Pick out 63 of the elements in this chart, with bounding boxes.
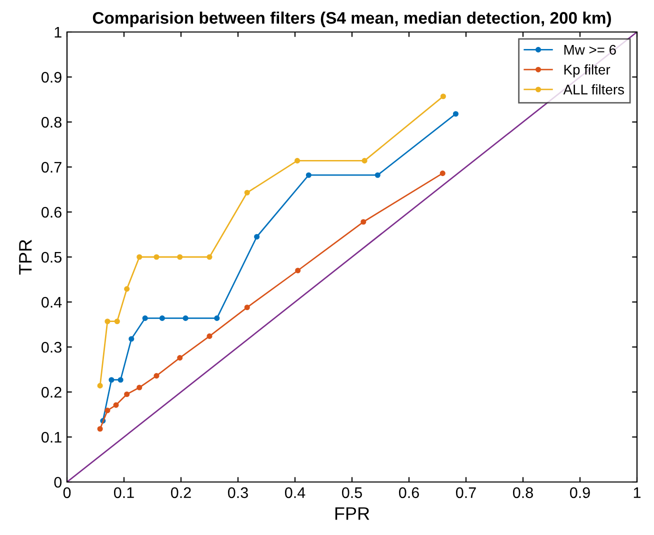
x-tick-label: 0.9 [570,487,590,498]
point [244,304,250,310]
legend-label: Mw >= 6 [564,44,616,55]
point [136,254,142,260]
point [108,377,114,383]
y-tick-label: 0.1 [42,432,62,443]
point [154,254,160,260]
x-axis-title: FPR [335,507,370,520]
y-tick-label: 1 [54,27,62,38]
point [362,158,368,164]
x-tick-label: 0 [63,487,71,498]
point [128,336,134,342]
point [136,384,142,390]
y-tick-label: 0.4 [42,296,62,308]
y-tick-label: 0 [54,476,62,488]
point [124,391,130,398]
y-tick-label: 0.6 [42,206,62,218]
point [154,373,160,379]
point [104,408,110,414]
y-tick-label: 0.2 [42,386,62,398]
point [177,254,183,260]
point [244,190,250,196]
point [104,318,110,324]
point [452,111,459,117]
point [118,377,124,383]
point [440,94,446,100]
point [295,268,301,274]
point [206,333,212,339]
point [254,234,260,240]
point [206,254,212,260]
point [177,355,183,361]
chart-title: Comparision between filters (S4 mean, median detection, 200 km) [92,12,611,28]
y-tick-label: 0.7 [42,162,62,173]
x-tick-label: 0.6 [398,487,419,498]
point [97,426,103,432]
point [113,402,119,408]
y-tick-label: 0.3 [42,342,62,353]
x-tick-label: 1 [634,487,641,498]
y-tick-label: 0.8 [42,116,62,128]
point [440,170,446,176]
x-tick-label: 0.7 [456,487,476,498]
point [214,315,220,321]
x-tick-label: 0.1 [114,487,134,498]
x-tick-label: 0.4 [284,487,306,498]
point [306,172,312,178]
point [124,286,130,292]
point [374,172,380,178]
point [142,315,148,321]
x-tick-label: 0.5 [342,487,362,498]
point [360,219,366,225]
y-axis-title: TPR [19,240,32,275]
y-tick-label: 0.5 [42,252,62,263]
legend-label: ALL filters [563,84,624,94]
point [97,382,103,388]
x-tick-label: 0.2 [170,487,191,498]
y-tick-label: 0.9 [42,72,62,83]
legend-label: Kp filter [564,64,610,78]
x-tick-label: 0.3 [228,487,248,498]
x-tick-label: 0.8 [512,487,533,498]
point [159,315,165,321]
point [294,158,300,164]
point [114,318,120,324]
point [182,315,188,321]
